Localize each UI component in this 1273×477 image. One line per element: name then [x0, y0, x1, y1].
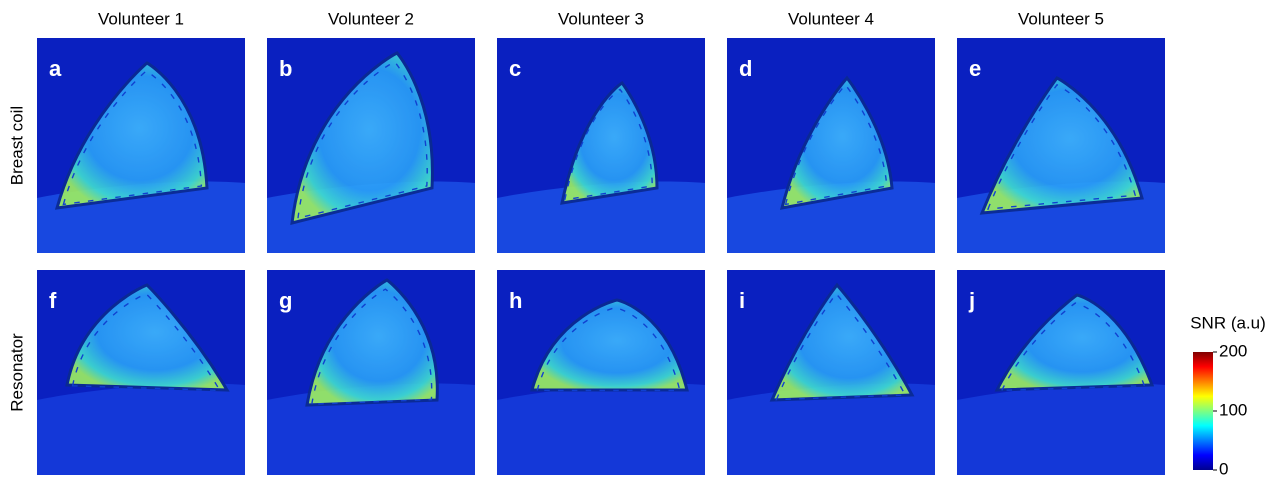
colorbar	[1193, 352, 1213, 470]
image-panel: b	[267, 38, 475, 253]
figure: Volunteer 1 Volunteer 2 Volunteer 3 Volunte…	[0, 0, 1273, 477]
image-panel: e	[957, 38, 1165, 253]
row-label: Breast coil	[7, 106, 26, 185]
image-panel: a	[37, 38, 245, 253]
column-header: Volunteer 3	[558, 9, 644, 28]
row-label: Resonator	[7, 333, 26, 412]
image-panel: g	[267, 270, 475, 475]
colorbar-tick-label: 100	[1219, 400, 1247, 419]
panel-letter: d	[739, 56, 752, 81]
body-region	[37, 383, 245, 475]
image-panel: d	[727, 38, 935, 253]
image-panel: c	[497, 38, 705, 253]
panel-letter: j	[968, 288, 975, 313]
image-panel: i	[727, 270, 935, 475]
colorbar-title: SNR (a.u)	[1190, 313, 1266, 332]
image-panel: h	[497, 270, 705, 475]
panel-letter: g	[279, 288, 292, 313]
column-header: Volunteer 5	[1018, 9, 1104, 28]
panel-letter: h	[509, 288, 522, 313]
panel-letter: e	[969, 56, 981, 81]
body-region	[497, 383, 705, 475]
panel-letter: i	[739, 288, 745, 313]
panel-letter: a	[49, 56, 62, 81]
panel-letter: f	[49, 288, 57, 313]
image-panel: f	[37, 270, 245, 475]
column-header: Volunteer 1	[98, 9, 184, 28]
colorbar-tick-label: 0	[1219, 459, 1228, 477]
panel-letter: c	[509, 56, 521, 81]
panel-letter: b	[279, 56, 292, 81]
body-region	[957, 383, 1165, 475]
colorbar-tick-label: 200	[1219, 341, 1247, 360]
figure-svg: Volunteer 1 Volunteer 2 Volunteer 3 Volunte…	[0, 0, 1273, 477]
image-panel: j	[957, 270, 1165, 475]
column-header: Volunteer 2	[328, 9, 414, 28]
column-header: Volunteer 4	[788, 9, 874, 28]
